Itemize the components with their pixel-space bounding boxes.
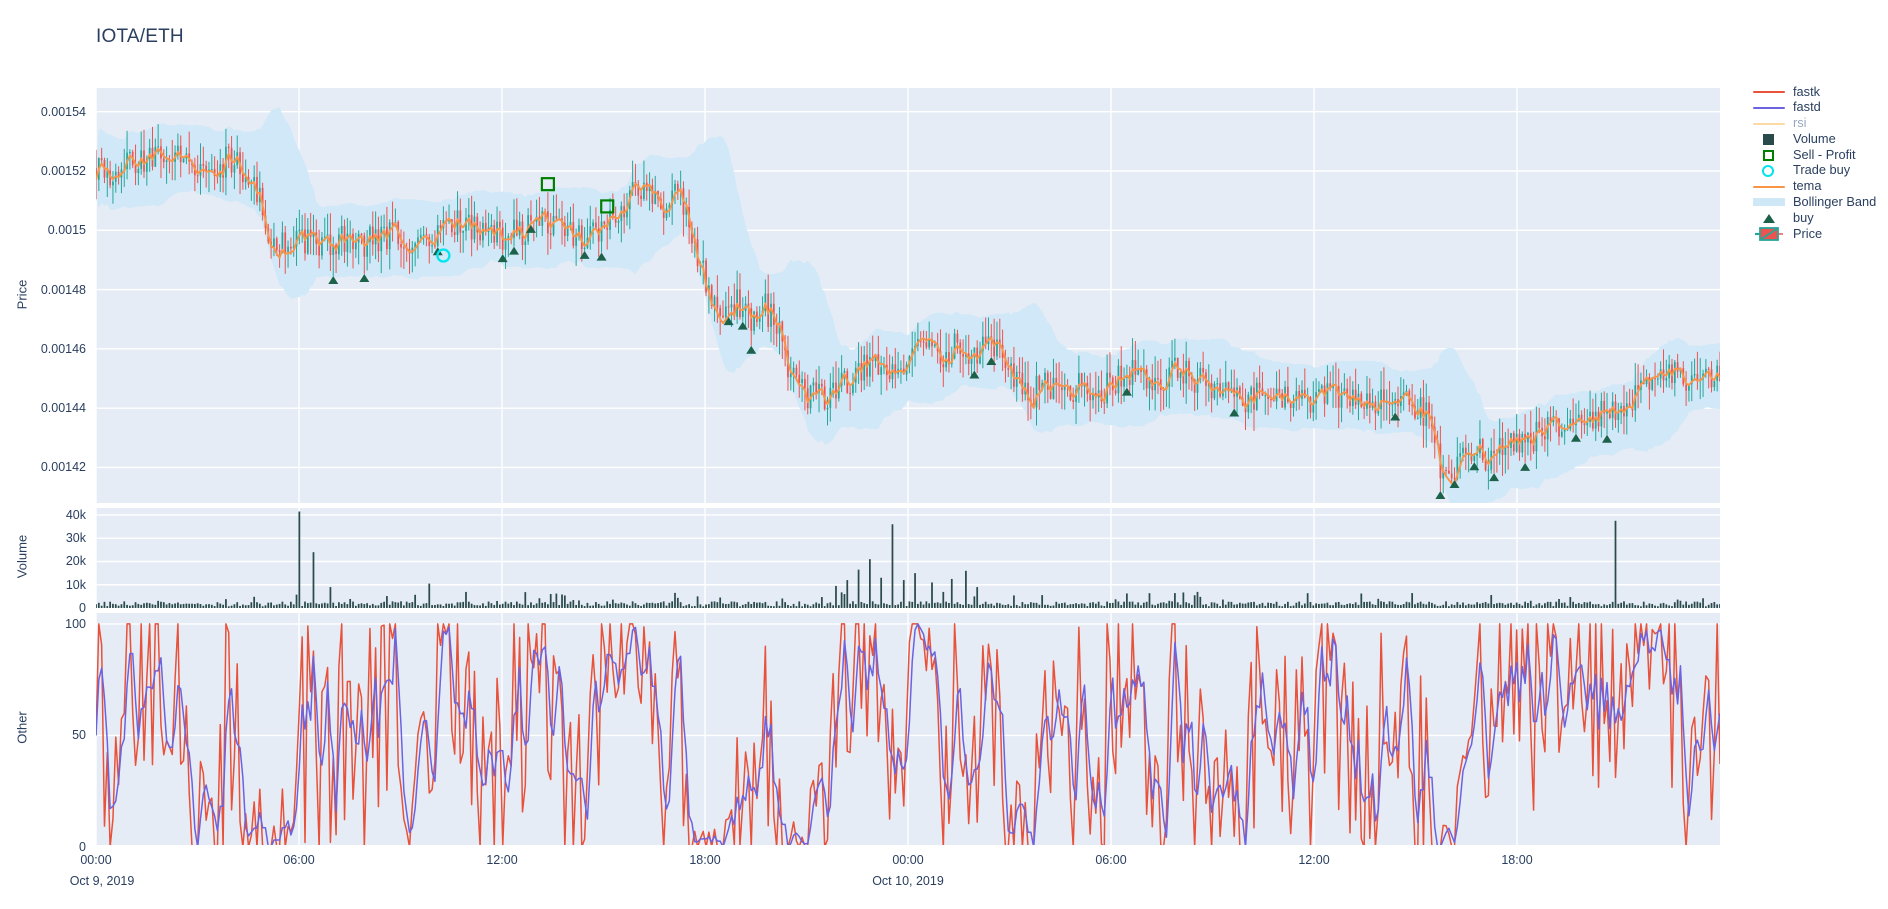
y-axis-tick-label: 40k <box>65 507 86 522</box>
legend-line-swatch <box>1753 185 1785 188</box>
y-axis-tick-label: 0.0015 <box>47 223 86 238</box>
legend-item-fastk[interactable]: fastk <box>1752 84 1888 100</box>
volume-subplot <box>96 508 1720 608</box>
legend-item-label: fastk <box>1793 83 1821 99</box>
legend-item-label: buy <box>1793 209 1814 225</box>
y-axis-tick-label: 100 <box>65 616 86 631</box>
volume-axis-title: Volume <box>14 534 30 579</box>
chart-legend[interactable]: fastk fastd rsi Volume Sell - Profit Trade bu… <box>1752 84 1888 242</box>
y-axis-tick-label: 0 <box>79 601 86 615</box>
legend-swatch-line <box>1752 84 1786 100</box>
legend-item-label: tema <box>1793 178 1822 194</box>
legend-item-volume[interactable]: Volume <box>1752 131 1888 147</box>
x-axis-tick-label: 18:00 <box>1501 853 1533 867</box>
y-axis-tick-label: 0.00148 <box>40 282 86 297</box>
page-title: IOTA/ETH <box>96 26 184 47</box>
legend-swatch-line <box>1752 100 1786 116</box>
y-axis-tick-label: 10k <box>65 577 86 592</box>
legend-item-label: Trade buy <box>1793 162 1851 178</box>
legend-swatch-line <box>1752 179 1786 195</box>
legend-triangle-swatch <box>1763 214 1775 224</box>
x-axis-date-label: Oct 10, 2019 <box>872 874 944 888</box>
legend-swatch-triangle <box>1752 210 1786 226</box>
legend-item-rsi[interactable]: rsi <box>1752 116 1888 132</box>
other-plot-svg <box>96 613 1720 845</box>
legend-open-square-swatch <box>1763 150 1774 162</box>
legend-item-label: fastd <box>1793 99 1821 115</box>
legend-item-label: Volume <box>1793 130 1836 146</box>
y-axis-tick-label: 20k <box>65 554 86 569</box>
legend-line-swatch <box>1753 122 1785 125</box>
x-axis-tick-label: 06:00 <box>283 853 315 867</box>
legend-line-swatch <box>1753 90 1785 94</box>
y-axis-tick-label: 0.00146 <box>40 341 86 356</box>
legend-open-circle-swatch <box>1762 164 1774 177</box>
legend-item-buy[interactable]: buy <box>1752 210 1888 226</box>
legend-swatch-open-circle <box>1752 163 1786 179</box>
candlestick-icon <box>1755 227 1783 241</box>
legend-item-bollinger-band[interactable]: Bollinger Band <box>1752 195 1888 211</box>
x-axis-tick-label: 00:00 <box>892 853 924 867</box>
legend-swatch-square <box>1752 131 1786 147</box>
legend-item-fastd[interactable]: fastd <box>1752 100 1888 116</box>
legend-swatch-candle <box>1752 226 1786 242</box>
legend-item-tema[interactable]: tema <box>1752 179 1888 195</box>
legend-item-trade-buy[interactable]: Trade buy <box>1752 163 1888 179</box>
x-axis-tick-label: 06:00 <box>1095 853 1127 867</box>
legend-item-label: Sell - Profit <box>1793 146 1856 162</box>
x-axis-tick-label: 12:00 <box>1298 853 1330 867</box>
x-axis-tick-label: 12:00 <box>486 853 518 867</box>
y-axis-tick-label: 0.00144 <box>40 401 86 416</box>
y-axis-tick-label: 0 <box>79 840 86 854</box>
legend-item-label: Price <box>1793 225 1823 241</box>
legend-item-label: rsi <box>1793 115 1807 131</box>
price-axis-title: Price <box>14 279 30 309</box>
y-axis-tick-label: 0.00154 <box>40 104 86 119</box>
y-axis-tick-label: 30k <box>65 531 86 546</box>
legend-band-swatch <box>1753 198 1785 207</box>
legend-item-label: Bollinger Band <box>1793 194 1877 210</box>
volume-plot-svg <box>96 508 1720 608</box>
y-axis-tick-label: 50 <box>72 728 86 743</box>
other-subplot <box>96 613 1720 845</box>
price-subplot <box>96 88 1720 503</box>
y-axis-tick-label: 0.00152 <box>40 164 86 178</box>
legend-line-swatch <box>1753 106 1785 109</box>
y-axis-tick-label: 0.00142 <box>40 460 86 475</box>
x-axis-date-label: Oct 9, 2019 <box>69 874 135 888</box>
price-plot-svg <box>96 88 1720 503</box>
legend-item-sell-profit[interactable]: Sell - Profit <box>1752 147 1888 163</box>
x-axis-tick-label: 00:00 <box>80 853 112 867</box>
x-axis-tick-label: 18:00 <box>689 853 721 867</box>
legend-swatch-open-square <box>1752 147 1786 163</box>
other-axis-title: Other <box>14 711 30 744</box>
legend-item-price[interactable]: Price <box>1752 226 1888 242</box>
legend-swatch-band <box>1752 194 1786 210</box>
legend-swatch-line <box>1752 116 1786 132</box>
legend-square-swatch <box>1763 134 1774 146</box>
